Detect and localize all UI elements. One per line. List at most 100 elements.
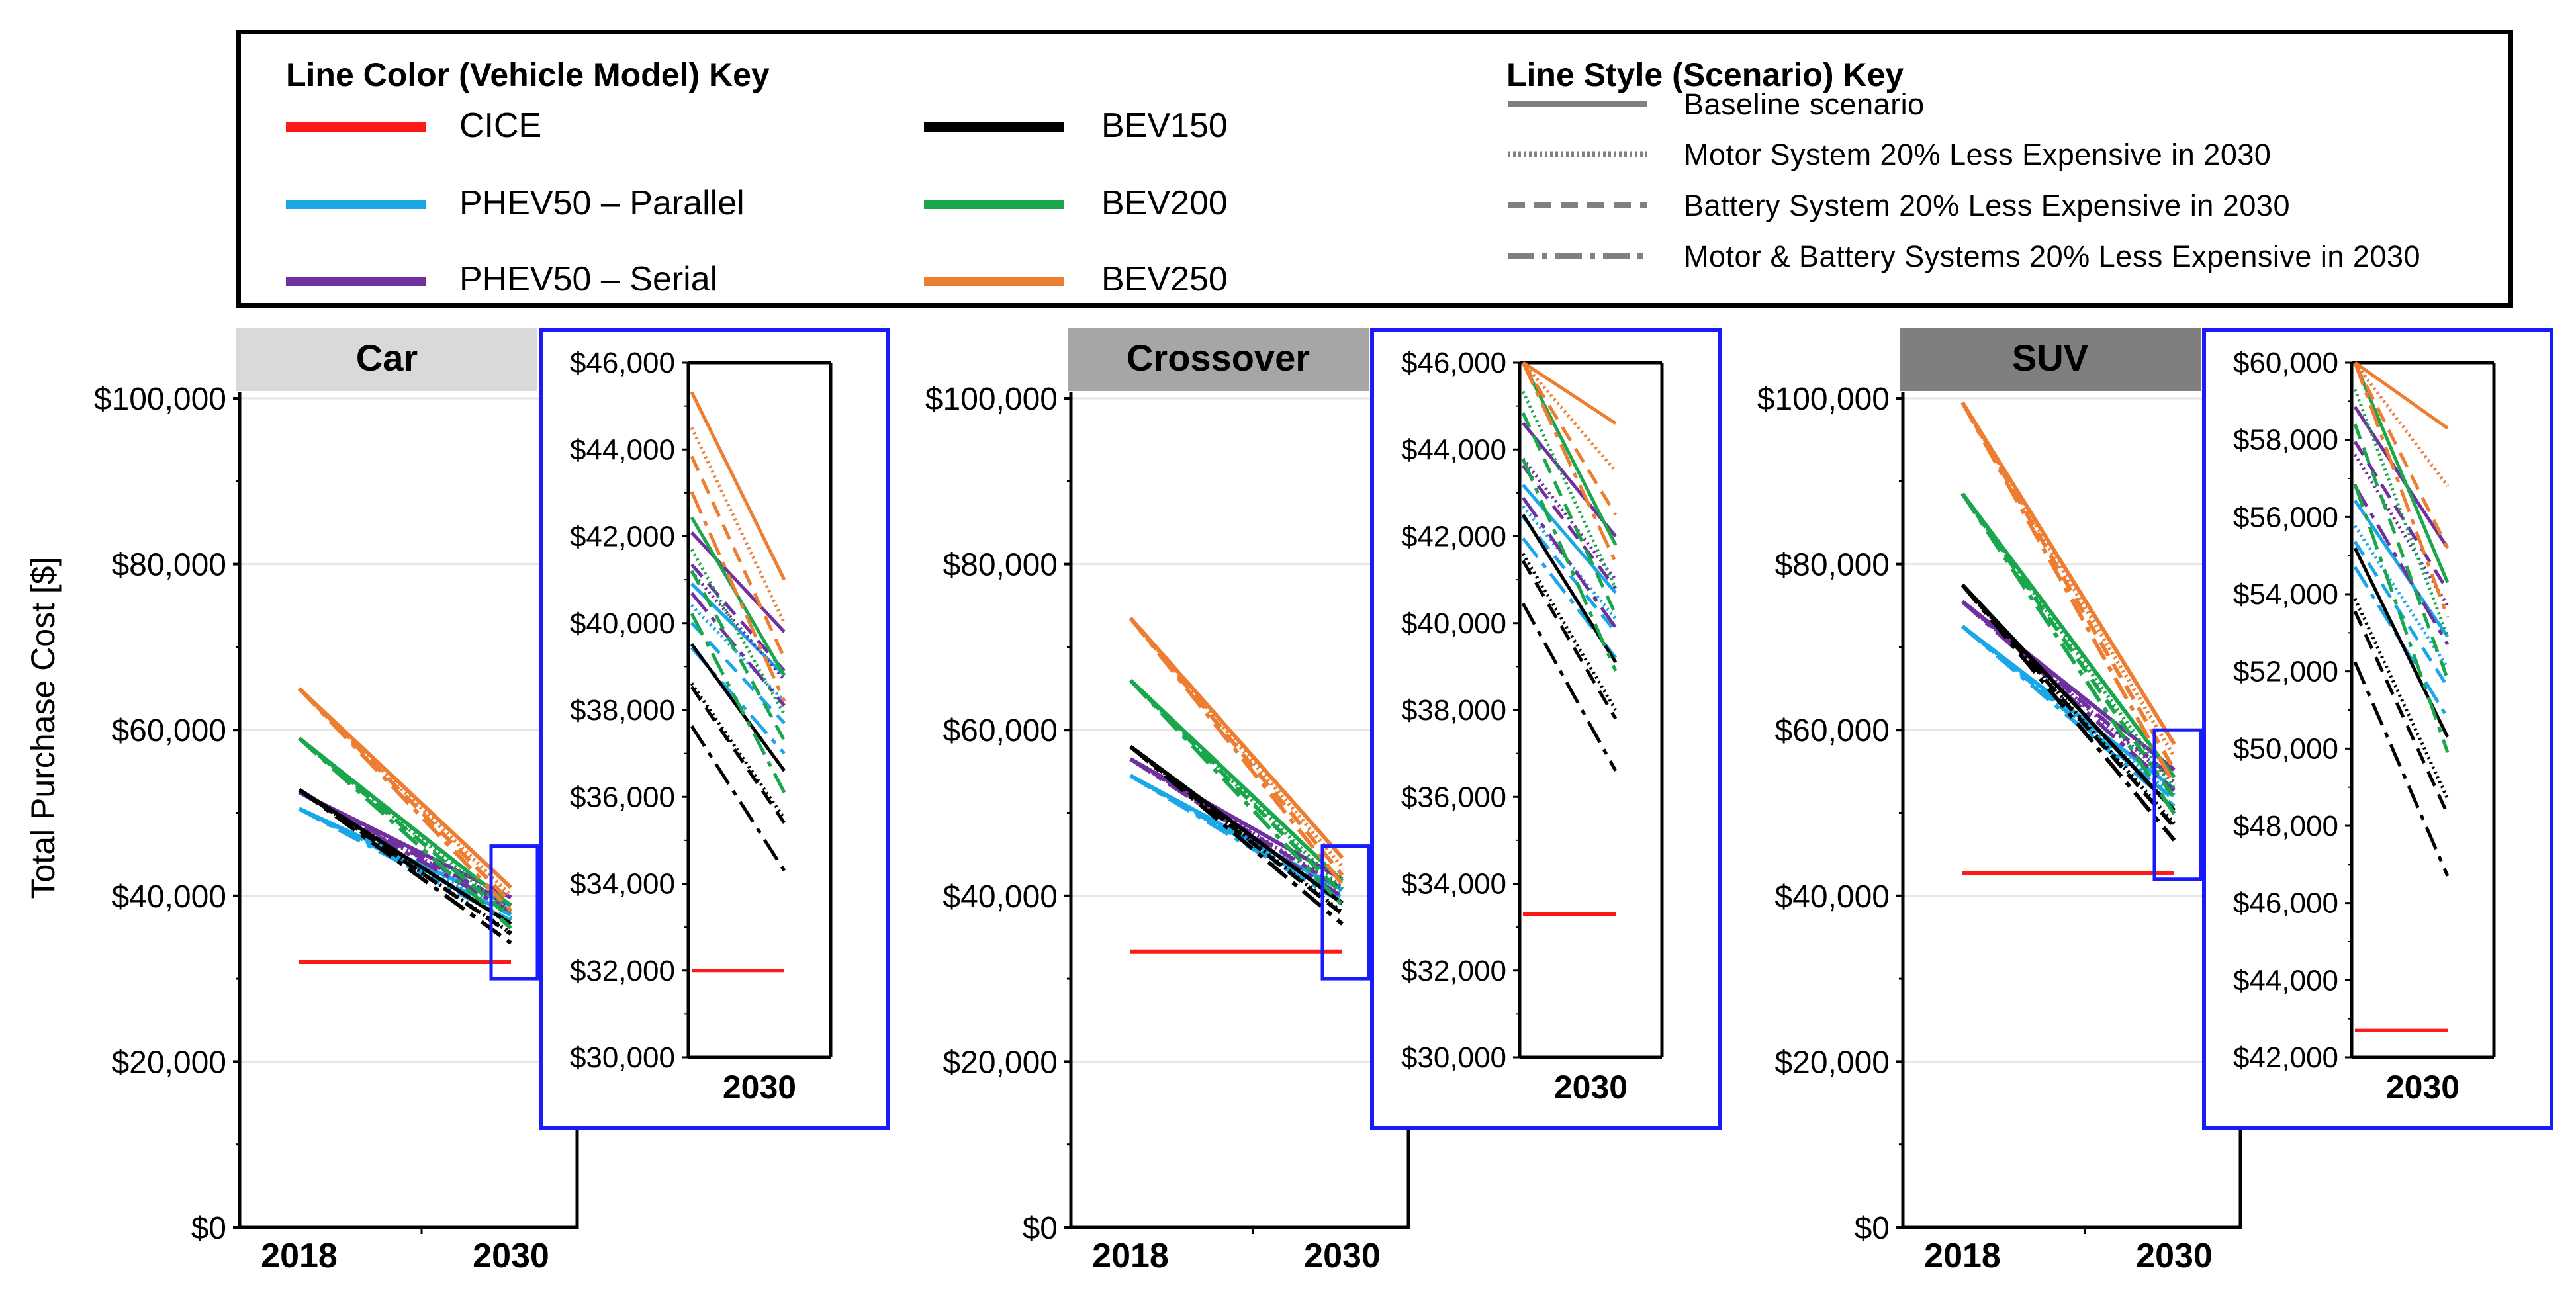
legend-label-bev150: BEV150 (1101, 107, 1228, 145)
y-tick-label-car: $20,000 (111, 1045, 226, 1080)
inset-y-tick-label-car: $42,000 (570, 521, 675, 553)
legend-label-phev50-parallel: PHEV50 – Parallel (459, 184, 745, 222)
inset-series-line-crossover-bev250-20 (1521, 361, 1618, 563)
inset-series-line-suv-bev250-17 (2354, 361, 2449, 430)
inset-series-line-car-phev50-parallel-3 (690, 621, 786, 725)
inset-series-line-suv-bev150-12 (2353, 661, 2450, 877)
series-line-suv-bev150-9 (1960, 583, 2176, 812)
inset-series-line-car-phev50-serial-5 (690, 531, 786, 633)
inset-y-tick-label-crossover: $44,000 (1401, 433, 1506, 466)
inset-y-tick-label-suv: $44,000 (2233, 964, 2338, 997)
series-line-car-bev200-15 (298, 736, 512, 920)
series-line-crossover-bev150-12 (1129, 744, 1344, 926)
inset-series-line-suv-bev250-18 (2353, 361, 2450, 488)
inset-y-tick-label-suv: $58,000 (2233, 424, 2338, 457)
y-tick-label-suv: $80,000 (1774, 548, 1890, 583)
inset-y-tick-label-car: $40,000 (570, 607, 675, 640)
inset-y-tick-label-car: $36,000 (570, 781, 675, 813)
inset-series-line-car-bev250-19 (690, 455, 786, 659)
legend-style-label-motor: Motor System 20% Less Expensive in 2030 (1684, 138, 2272, 171)
y-tick-label-suv: $40,000 (1774, 879, 1890, 914)
inset-y-tick-label-suv: $46,000 (2233, 887, 2338, 920)
inset-series-line-crossover-phev50-parallel-1 (1522, 484, 1617, 594)
x-tick-label-2030-car: 2030 (473, 1237, 549, 1275)
series-line-crossover-bev250-20 (1128, 617, 1344, 886)
color-key-title: Line Color (Vehicle Model) Key (286, 56, 770, 93)
series-line-crossover-bev200-16 (1128, 678, 1344, 907)
panel-title-crossover: Crossover (1127, 337, 1310, 378)
panel-title-car: Car (356, 337, 418, 378)
series-line-car-bev200-16 (297, 736, 513, 930)
legend-swatch-bev250 (924, 277, 1064, 286)
inset-x-label-car: 2030 (723, 1069, 796, 1106)
panel-title-bg-crossover (1068, 328, 1369, 391)
y-tick-label-car: $100,000 (94, 382, 226, 417)
inset-series-line-suv-bev200-14 (2353, 388, 2450, 638)
series-line-crossover-phev50-parallel-4 (1129, 774, 1344, 905)
inset-y-tick-label-car: $38,000 (570, 694, 675, 727)
legend-style-label-motor-battery: Motor & Battery Systems 20% Less Expensi… (1684, 240, 2421, 273)
inset-series-line-car-bev250-20 (690, 491, 786, 702)
inset-series-line-crossover-bev150-12 (1521, 602, 1618, 772)
x-tick-label-2018-suv: 2018 (1924, 1237, 2001, 1275)
inset-series-line-crossover-phev50-serial-7 (1522, 465, 1617, 590)
y-tick-label-car: $60,000 (111, 713, 226, 748)
zoom-rect-car (489, 844, 539, 981)
inset-series-line-car-bev150-10 (690, 682, 786, 820)
y-tick-label-suv: $100,000 (1757, 382, 1890, 417)
inset-y-tick-label-car: $46,000 (570, 347, 675, 379)
legend-swatch-bev200 (924, 200, 1064, 209)
x-tick-label-2018-crossover: 2018 (1092, 1237, 1169, 1275)
panel-title-suv: SUV (2012, 337, 2088, 378)
legend-label-bev200: BEV200 (1101, 184, 1228, 222)
y-tick-label-crossover: $20,000 (943, 1045, 1058, 1080)
inset-series-line-car-bev200-16 (690, 613, 786, 793)
series-line-car-bev150-11 (298, 787, 512, 936)
inset-series-line-crossover-bev250-17 (1522, 361, 1617, 425)
inset-series-line-crossover-bev200-14 (1521, 390, 1618, 590)
style-key-title: Line Style (Scenario) Key (1506, 56, 1904, 93)
inset-series-line-car-phev50-parallel-2 (690, 603, 786, 703)
legend-label-cice: CICE (459, 107, 542, 145)
inset-series-line-suv-phev50-parallel-4 (2353, 566, 2450, 719)
series-line-suv-bev250-20 (1960, 401, 2176, 786)
inset-x-label-suv: 2030 (2386, 1069, 2460, 1106)
inset-series-line-crossover-bev150-11 (1521, 560, 1618, 720)
inset-y-tick-label-crossover: $30,000 (1401, 1042, 1506, 1074)
y-axis-label: Total Purchase Cost [$] (24, 557, 62, 899)
y-tick-label-crossover: $80,000 (943, 548, 1058, 583)
y-tick-label-crossover: $0 (1023, 1211, 1058, 1246)
legend-swatch-cice (286, 122, 426, 132)
y-tick-label-crossover: $40,000 (943, 879, 1058, 914)
series-line-crossover-bev150-11 (1129, 744, 1344, 916)
legend-swatch-phev50-serial (286, 277, 426, 286)
inset-y-tick-label-suv: $52,000 (2233, 656, 2338, 688)
y-tick-label-crossover: $60,000 (943, 713, 1058, 748)
inset-y-tick-label-car: $32,000 (570, 955, 675, 987)
y-tick-label-crossover: $100,000 (925, 382, 1058, 417)
inset-series-line-crossover-bev200-16 (1521, 458, 1618, 672)
inset-y-tick-label-crossover: $40,000 (1401, 607, 1506, 640)
inset-y-tick-label-crossover: $36,000 (1401, 781, 1506, 813)
inset-y-tick-label-crossover: $46,000 (1401, 347, 1506, 379)
series-line-car-bev150-9 (298, 787, 512, 926)
inset-series-line-car-bev150-11 (690, 686, 786, 824)
inset-series-line-suv-bev200-16 (2353, 484, 2450, 753)
inset-series-line-car-bev150-9 (690, 643, 786, 772)
inset-x-label-crossover: 2030 (1554, 1069, 1628, 1106)
inset-series-line-suv-phev50-parallel-2 (2353, 525, 2450, 669)
inset-series-line-crossover-bev150-10 (1521, 553, 1618, 711)
inset-series-line-car-bev250-18 (690, 427, 786, 624)
inset-series-line-suv-phev50-serial-7 (2353, 441, 2450, 592)
y-tick-label-car: $0 (191, 1211, 226, 1246)
inset-y-tick-label-crossover: $42,000 (1401, 521, 1506, 553)
inset-series-line-suv-phev50-serial-8 (2353, 485, 2450, 646)
series-line-car-phev50-serial-8 (298, 790, 512, 914)
series-line-suv-bev250-19 (1960, 401, 2176, 771)
inset-series-line-car-bev150-12 (690, 725, 786, 872)
inset-series-line-suv-bev200-15 (2353, 423, 2450, 680)
inset-y-tick-label-suv: $42,000 (2233, 1042, 2338, 1074)
y-tick-label-suv: $60,000 (1774, 713, 1890, 748)
series-line-suv-bev150-12 (1960, 584, 2176, 842)
